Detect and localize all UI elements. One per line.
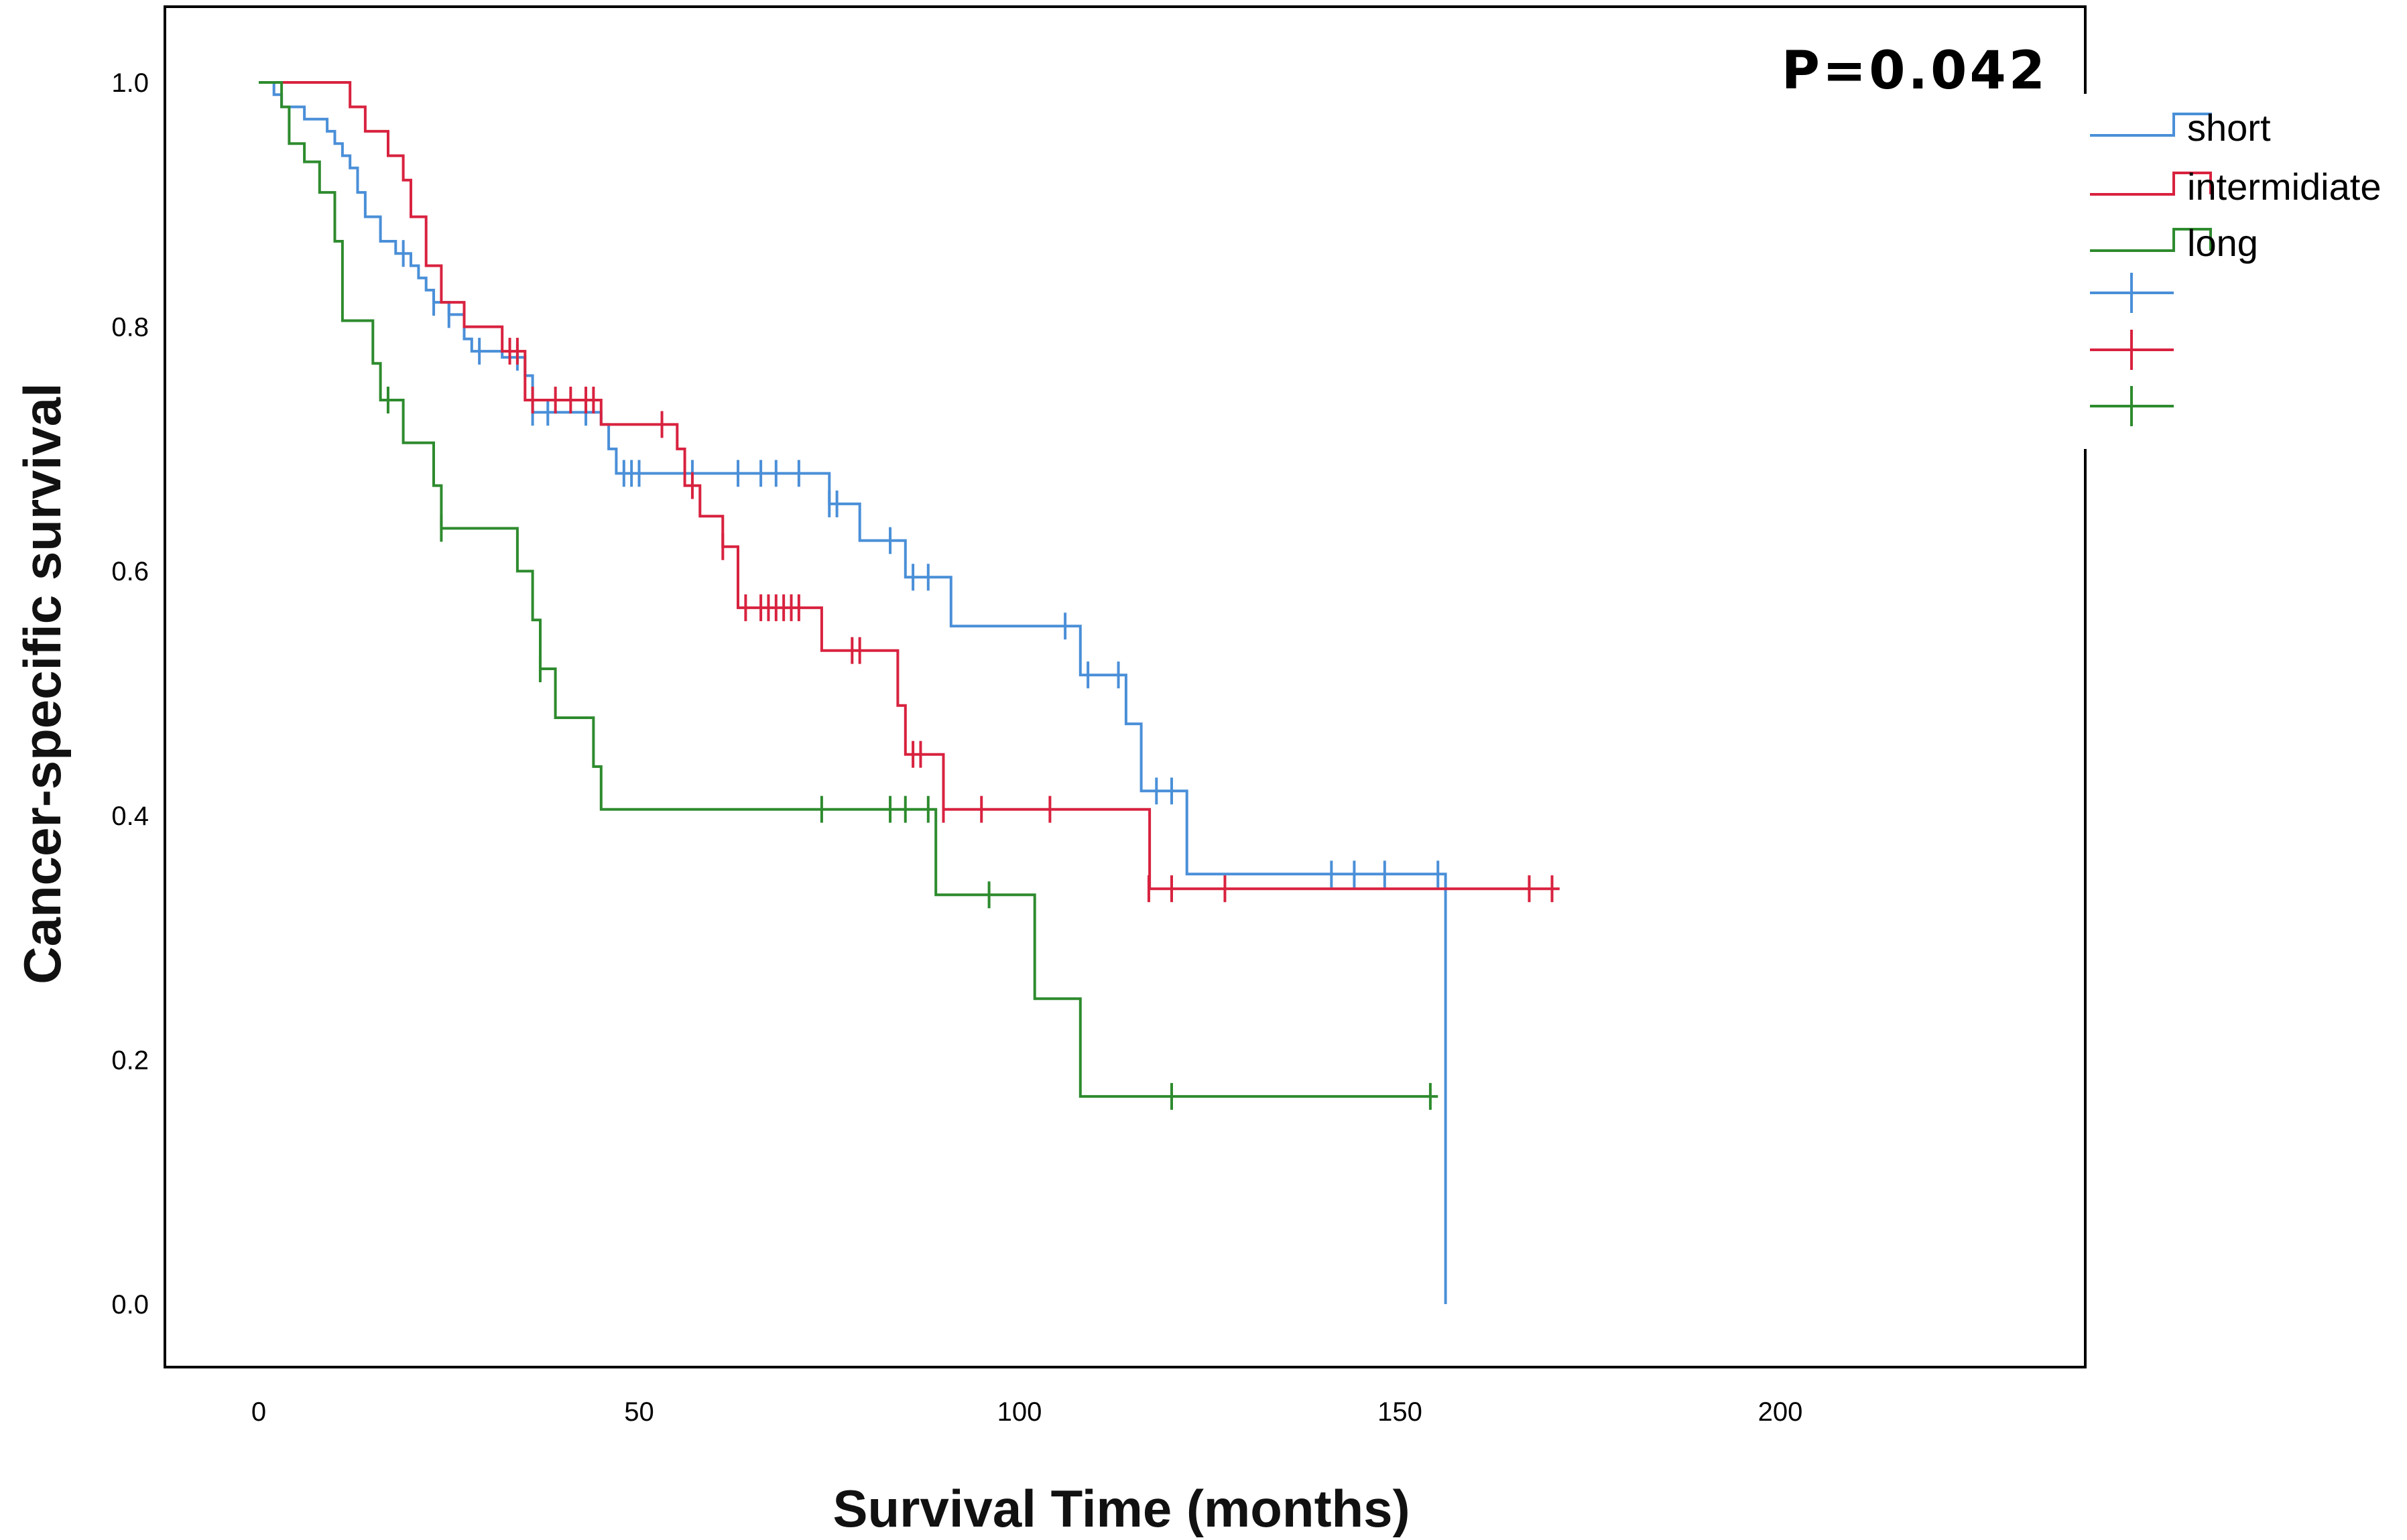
legend-label-long: long — [2187, 222, 2258, 264]
y-tick-label: 0.2 — [111, 1045, 149, 1075]
x-tick-label: 150 — [1377, 1397, 1422, 1427]
p-value-annotation: P=0.042 — [1782, 41, 2048, 101]
legend: short intermidiate long — [2090, 107, 2381, 426]
x-axis-title: Survival Time (months) — [832, 1479, 1410, 1538]
legend-label-intermidiate: intermidiate — [2187, 166, 2381, 208]
y-tick-label: 0.8 — [111, 313, 149, 342]
legend-label-short: short — [2187, 107, 2271, 149]
axes: 0 50 100 150 200 0.0 0.2 0.4 0.6 0.8 1.0 — [111, 68, 1802, 1427]
y-tick-label: 0.0 — [111, 1290, 149, 1320]
y-tick-label: 0.6 — [111, 557, 149, 586]
legend-line-long — [2090, 228, 2212, 252]
y-axis-title: Cancer-specific survival — [13, 383, 72, 984]
legend-line-short — [2090, 113, 2212, 137]
x-tick-label: 0 — [251, 1397, 266, 1427]
legend-background — [2083, 94, 2407, 449]
plot-area — [259, 81, 1560, 1304]
x-tick-label: 100 — [997, 1397, 1042, 1427]
x-tick-label: 200 — [1758, 1397, 1803, 1427]
x-tick-label: 50 — [624, 1397, 654, 1427]
series-line-short — [259, 81, 1447, 1304]
plot-frame — [164, 5, 2087, 1368]
series-line-intermidiate — [259, 81, 1560, 891]
legend-line-intermidiate — [2090, 172, 2212, 196]
y-tick-label: 0.4 — [111, 801, 149, 831]
y-tick-label: 1.0 — [111, 68, 149, 98]
